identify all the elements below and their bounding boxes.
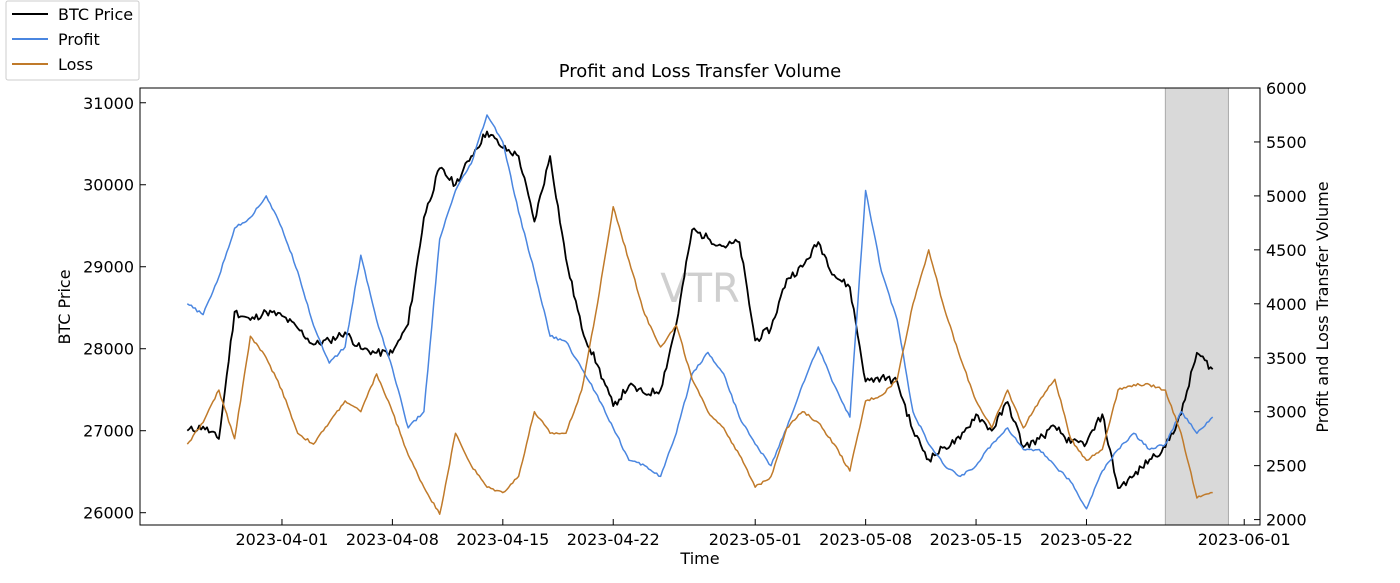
x-axis-label: Time [679,549,719,568]
shaded-forecast-region [1164,87,1229,526]
legend-box [5,0,140,81]
legend-label-profit: Profit [58,30,100,49]
right-y-tick-label: 3500 [1266,349,1307,368]
x-axis-ticks: 2023-04-01 2023-04-08 2023-04-15 2023-04-22… [235,519,1291,549]
series-line-profit [186,114,1214,510]
right-y-tick-label: 5000 [1266,187,1307,206]
series-line-btc-price [186,130,1214,489]
right-y-tick-label: 4000 [1266,295,1307,314]
x-tick-label: 2023-04-08 [346,530,439,549]
right-y-tick-label: 2000 [1266,511,1307,530]
left-y-tick-label: 31000 [83,94,134,113]
legend: BTC Price Profit Loss [5,0,140,81]
right-y-tick-label: 2500 [1266,457,1307,476]
left-y-tick-label: 27000 [83,422,134,441]
left-y-tick-label: 30000 [83,176,134,195]
x-tick-label: 2023-04-01 [235,530,328,549]
x-tick-label: 2023-05-22 [1040,530,1133,549]
x-tick-label: 2023-05-15 [930,530,1023,549]
legend-label-btc-price: BTC Price [58,5,133,24]
plot-frame [139,87,1261,526]
legend-label-loss: Loss [58,55,93,74]
right-y-tick-label: 5500 [1266,133,1307,152]
right-y-axis-label: Profit and Loss Transfer Volume [1313,181,1332,432]
chart-title: Profit and Loss Transfer Volume [559,61,842,82]
left-y-axis-ticks: 26000 27000 28000 29000 30000 31000 [83,94,146,523]
right-y-tick-label: 3000 [1266,403,1307,422]
left-y-tick-label: 28000 [83,340,134,359]
series-layer [186,114,1214,515]
left-y-tick-label: 29000 [83,258,134,277]
left-y-axis-label: BTC Price [55,269,74,344]
x-tick-label: 2023-04-22 [567,530,660,549]
x-tick-label: 2023-06-01 [1198,530,1291,549]
right-y-tick-label: 4500 [1266,241,1307,260]
watermark-text: VTR [660,266,740,312]
x-tick-label: 2023-05-01 [709,530,802,549]
right-y-axis-ticks: 2000 2500 3000 3500 4000 4500 5000 5500 6000 [1254,79,1307,530]
right-y-tick-label: 6000 [1266,79,1307,98]
series-line-loss [186,205,1213,515]
x-tick-label: 2023-05-08 [819,530,912,549]
left-y-tick-label: 26000 [83,504,134,523]
x-tick-label: 2023-04-15 [456,530,549,549]
